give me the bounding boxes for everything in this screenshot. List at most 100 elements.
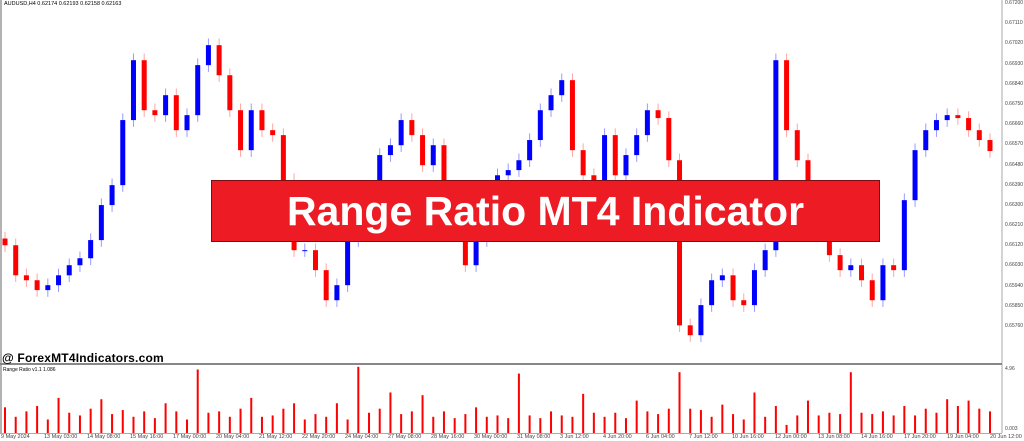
candle-body <box>259 110 265 131</box>
range-ratio-bar <box>335 403 338 433</box>
candle <box>709 273 715 312</box>
range-ratio-bar <box>196 369 199 433</box>
candle-body <box>238 110 244 151</box>
candle <box>409 113 415 142</box>
candle-body <box>923 130 929 151</box>
candle <box>56 268 62 292</box>
range-ratio-bar <box>421 395 424 433</box>
range-ratio-bar <box>260 416 263 433</box>
range-ratio-bar <box>14 416 17 433</box>
candle-body <box>387 145 393 156</box>
candle-body <box>709 280 715 306</box>
candle <box>130 53 136 127</box>
candle-body <box>741 300 747 306</box>
candle-body <box>2 238 8 246</box>
candle-body <box>462 230 468 266</box>
range-ratio-bar <box>667 408 670 433</box>
range-ratio-bar <box>828 412 831 433</box>
candle <box>280 128 286 187</box>
candle-body <box>687 325 693 336</box>
range-ratio-bar <box>111 414 114 433</box>
candle <box>527 133 533 167</box>
range-ratio-bar <box>442 411 445 433</box>
range-ratio-bar <box>153 418 156 433</box>
range-ratio-bar <box>721 404 724 433</box>
price-tick-label: 0.66480 <box>1005 161 1024 168</box>
range-ratio-bar <box>646 411 649 433</box>
range-ratio-bar <box>239 408 242 433</box>
candle-body <box>966 118 972 131</box>
range-ratio-bar <box>732 414 735 433</box>
candle-body <box>109 185 115 206</box>
candle <box>548 88 554 117</box>
range-ratio-bar <box>271 415 274 433</box>
candle-body <box>944 115 950 121</box>
price-tick-label: 0.66570 <box>1005 141 1024 148</box>
candle <box>270 123 276 142</box>
time-tick-label: 22 May 20:00 <box>302 434 336 440</box>
candle-body <box>195 65 201 116</box>
range-ratio-bar <box>143 411 146 433</box>
time-tick-label: 14 Jun 16:00 <box>861 434 893 440</box>
range-ratio-bar <box>881 411 884 433</box>
candle-body <box>602 135 608 181</box>
candle <box>120 113 126 192</box>
range-ratio-bar <box>378 408 381 433</box>
range-ratio-bar <box>453 418 456 433</box>
range-ratio-bar <box>774 405 777 433</box>
range-ratio-bar <box>186 419 189 433</box>
range-ratio-bar <box>57 397 60 433</box>
time-tick-label: 13 May 03:00 <box>44 434 78 440</box>
range-ratio-bar <box>432 416 435 433</box>
time-tick-label: 13 Jun 08:00 <box>818 434 850 440</box>
price-tick-label: 0.66930 <box>1005 60 1024 67</box>
candle <box>173 88 179 137</box>
candle <box>634 128 640 162</box>
candle <box>762 243 768 277</box>
range-ratio-bar <box>228 416 231 433</box>
price-tick-label: 0.66300 <box>1005 201 1024 208</box>
range-ratio-bar <box>817 415 820 433</box>
indicator-label: Range Ratio v1.1 1.086 <box>3 367 56 373</box>
range-ratio-bar <box>325 416 328 433</box>
range-ratio-bar <box>410 411 413 433</box>
candle <box>398 113 404 152</box>
candle <box>23 268 29 287</box>
range-ratio-bar <box>967 400 970 433</box>
candle <box>334 278 340 307</box>
candle <box>644 103 650 142</box>
candle <box>77 251 83 272</box>
range-ratio-bar <box>689 408 692 433</box>
range-ratio-bar <box>89 408 92 433</box>
candle-body <box>409 120 415 136</box>
candle-body <box>120 120 126 186</box>
candle <box>698 298 704 342</box>
candle <box>923 123 929 157</box>
range-ratio-bar <box>528 415 531 433</box>
candle <box>869 273 875 307</box>
range-ratio-bar <box>678 372 681 433</box>
range-ratio-bar <box>78 415 81 433</box>
candle <box>859 258 865 287</box>
range-ratio-bar <box>764 416 767 433</box>
time-tick-label: 31 May 08:00 <box>517 434 551 440</box>
candle-body <box>591 175 597 181</box>
candle <box>312 243 318 277</box>
candle-body <box>302 250 308 252</box>
range-ratio-bar <box>389 392 392 433</box>
range-ratio-bar <box>560 415 563 433</box>
candle-body <box>345 240 351 286</box>
candle-body <box>152 110 158 116</box>
candle <box>687 318 693 342</box>
candle <box>794 123 800 167</box>
range-ratio-bar <box>4 407 6 433</box>
price-tick-label: 0.66120 <box>1005 242 1024 249</box>
candle <box>45 278 51 297</box>
range-ratio-bar <box>485 416 488 433</box>
candle-body <box>901 200 907 271</box>
candle-body <box>141 60 147 111</box>
candle <box>66 258 72 283</box>
candle <box>933 113 939 137</box>
candle <box>719 268 725 287</box>
candle <box>248 103 254 157</box>
